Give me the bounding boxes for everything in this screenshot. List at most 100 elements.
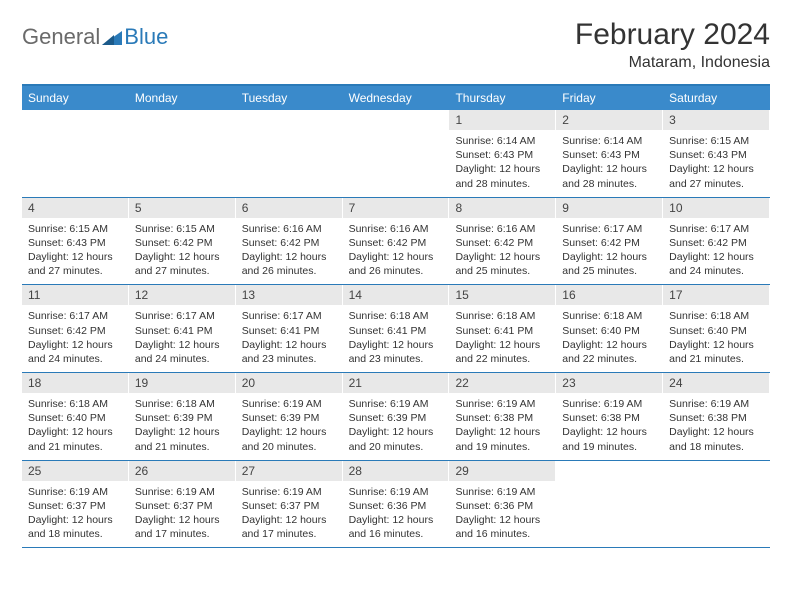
day-number: 1 (449, 110, 555, 130)
logo: General Blue (22, 18, 168, 50)
day-number: 13 (236, 285, 342, 305)
weekday-header: Tuesday (236, 86, 343, 110)
calendar-day (236, 110, 343, 197)
sunset-text: Sunset: 6:38 PM (455, 411, 549, 425)
calendar-day: 4Sunrise: 6:15 AMSunset: 6:43 PMDaylight… (22, 198, 129, 285)
daylight-text: Daylight: 12 hours and 16 minutes. (455, 513, 549, 541)
day-number: 16 (556, 285, 662, 305)
sunset-text: Sunset: 6:42 PM (135, 236, 229, 250)
sunrise-text: Sunrise: 6:17 AM (28, 309, 122, 323)
day-number: 15 (449, 285, 555, 305)
sunrise-text: Sunrise: 6:15 AM (135, 222, 229, 236)
day-details: Sunrise: 6:17 AMSunset: 6:42 PMDaylight:… (556, 218, 662, 285)
sunset-text: Sunset: 6:42 PM (28, 324, 122, 338)
day-details: Sunrise: 6:19 AMSunset: 6:37 PMDaylight:… (22, 481, 128, 548)
daylight-text: Daylight: 12 hours and 26 minutes. (242, 250, 336, 278)
calendar-day: 10Sunrise: 6:17 AMSunset: 6:42 PMDayligh… (663, 198, 770, 285)
sunset-text: Sunset: 6:41 PM (455, 324, 549, 338)
daylight-text: Daylight: 12 hours and 23 minutes. (242, 338, 336, 366)
day-details: Sunrise: 6:19 AMSunset: 6:38 PMDaylight:… (663, 393, 769, 460)
location-label: Mataram, Indonesia (575, 54, 770, 72)
daylight-text: Daylight: 12 hours and 27 minutes. (28, 250, 122, 278)
calendar-day: 29Sunrise: 6:19 AMSunset: 6:36 PMDayligh… (449, 461, 556, 548)
day-details: Sunrise: 6:17 AMSunset: 6:41 PMDaylight:… (129, 305, 235, 372)
calendar-day: 28Sunrise: 6:19 AMSunset: 6:36 PMDayligh… (343, 461, 450, 548)
sunrise-text: Sunrise: 6:19 AM (135, 485, 229, 499)
calendar-day: 18Sunrise: 6:18 AMSunset: 6:40 PMDayligh… (22, 373, 129, 460)
day-details: Sunrise: 6:16 AMSunset: 6:42 PMDaylight:… (343, 218, 449, 285)
logo-text-general: General (22, 24, 100, 50)
header: General Blue February 2024 Mataram, Indo… (22, 18, 770, 72)
sunset-text: Sunset: 6:41 PM (135, 324, 229, 338)
daylight-text: Daylight: 12 hours and 25 minutes. (562, 250, 656, 278)
day-number: 29 (449, 461, 555, 481)
weekday-header: Sunday (22, 86, 129, 110)
sunrise-text: Sunrise: 6:17 AM (135, 309, 229, 323)
day-number (556, 461, 662, 467)
sunrise-text: Sunrise: 6:19 AM (455, 397, 549, 411)
daylight-text: Daylight: 12 hours and 20 minutes. (349, 425, 443, 453)
calendar-day: 21Sunrise: 6:19 AMSunset: 6:39 PMDayligh… (343, 373, 450, 460)
sunset-text: Sunset: 6:42 PM (562, 236, 656, 250)
day-number (22, 110, 128, 116)
day-details: Sunrise: 6:19 AMSunset: 6:38 PMDaylight:… (449, 393, 555, 460)
day-number: 6 (236, 198, 342, 218)
weekday-header: Wednesday (343, 86, 450, 110)
daylight-text: Daylight: 12 hours and 24 minutes. (135, 338, 229, 366)
calendar-day: 8Sunrise: 6:16 AMSunset: 6:42 PMDaylight… (449, 198, 556, 285)
day-details: Sunrise: 6:18 AMSunset: 6:40 PMDaylight:… (663, 305, 769, 372)
day-number: 11 (22, 285, 128, 305)
sunset-text: Sunset: 6:41 PM (242, 324, 336, 338)
sunset-text: Sunset: 6:39 PM (242, 411, 336, 425)
day-number: 10 (663, 198, 769, 218)
day-details: Sunrise: 6:16 AMSunset: 6:42 PMDaylight:… (236, 218, 342, 285)
sunrise-text: Sunrise: 6:17 AM (562, 222, 656, 236)
sunrise-text: Sunrise: 6:18 AM (455, 309, 549, 323)
day-number: 3 (663, 110, 769, 130)
day-details: Sunrise: 6:18 AMSunset: 6:39 PMDaylight:… (129, 393, 235, 460)
sunset-text: Sunset: 6:42 PM (242, 236, 336, 250)
daylight-text: Daylight: 12 hours and 25 minutes. (455, 250, 549, 278)
day-number: 8 (449, 198, 555, 218)
day-details: Sunrise: 6:17 AMSunset: 6:42 PMDaylight:… (663, 218, 769, 285)
calendar-day (22, 110, 129, 197)
sunset-text: Sunset: 6:37 PM (135, 499, 229, 513)
calendar-day: 16Sunrise: 6:18 AMSunset: 6:40 PMDayligh… (556, 285, 663, 372)
day-details: Sunrise: 6:15 AMSunset: 6:43 PMDaylight:… (22, 218, 128, 285)
sunrise-text: Sunrise: 6:16 AM (455, 222, 549, 236)
calendar-week: 11Sunrise: 6:17 AMSunset: 6:42 PMDayligh… (22, 285, 770, 373)
calendar-day: 19Sunrise: 6:18 AMSunset: 6:39 PMDayligh… (129, 373, 236, 460)
daylight-text: Daylight: 12 hours and 21 minutes. (28, 425, 122, 453)
daylight-text: Daylight: 12 hours and 21 minutes. (669, 338, 763, 366)
day-details: Sunrise: 6:17 AMSunset: 6:41 PMDaylight:… (236, 305, 342, 372)
calendar-day: 3Sunrise: 6:15 AMSunset: 6:43 PMDaylight… (663, 110, 770, 197)
daylight-text: Daylight: 12 hours and 22 minutes. (455, 338, 549, 366)
daylight-text: Daylight: 12 hours and 21 minutes. (135, 425, 229, 453)
calendar-day (663, 461, 770, 548)
day-number: 22 (449, 373, 555, 393)
weekday-header: Monday (129, 86, 236, 110)
daylight-text: Daylight: 12 hours and 16 minutes. (349, 513, 443, 541)
calendar-week: 25Sunrise: 6:19 AMSunset: 6:37 PMDayligh… (22, 461, 770, 549)
day-details: Sunrise: 6:19 AMSunset: 6:37 PMDaylight:… (129, 481, 235, 548)
sunrise-text: Sunrise: 6:19 AM (349, 485, 443, 499)
weekday-header-row: Sunday Monday Tuesday Wednesday Thursday… (22, 86, 770, 110)
sunset-text: Sunset: 6:41 PM (349, 324, 443, 338)
day-details: Sunrise: 6:18 AMSunset: 6:40 PMDaylight:… (556, 305, 662, 372)
page-title: February 2024 (575, 18, 770, 52)
day-number: 21 (343, 373, 449, 393)
day-number: 28 (343, 461, 449, 481)
day-number (236, 110, 342, 116)
sunset-text: Sunset: 6:38 PM (562, 411, 656, 425)
calendar-day: 25Sunrise: 6:19 AMSunset: 6:37 PMDayligh… (22, 461, 129, 548)
sunset-text: Sunset: 6:39 PM (135, 411, 229, 425)
daylight-text: Daylight: 12 hours and 24 minutes. (28, 338, 122, 366)
sunset-text: Sunset: 6:36 PM (455, 499, 549, 513)
calendar-day: 12Sunrise: 6:17 AMSunset: 6:41 PMDayligh… (129, 285, 236, 372)
day-number: 12 (129, 285, 235, 305)
day-number: 19 (129, 373, 235, 393)
calendar-day: 13Sunrise: 6:17 AMSunset: 6:41 PMDayligh… (236, 285, 343, 372)
sunset-text: Sunset: 6:40 PM (28, 411, 122, 425)
calendar-day: 14Sunrise: 6:18 AMSunset: 6:41 PMDayligh… (343, 285, 450, 372)
calendar-day (343, 110, 450, 197)
